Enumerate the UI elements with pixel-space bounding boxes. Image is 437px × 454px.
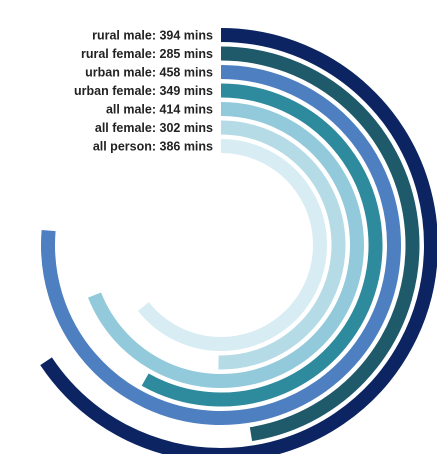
radial-bar-rural-male [40,28,437,454]
bar-label-all-person: all person: 386 mins [93,140,213,154]
bar-label-urban-female: urban female: 349 mins [74,84,213,98]
radial-bar-urban-male [41,65,401,425]
bar-label-urban-male: urban male: 458 mins [85,66,213,80]
bar-label-all-male: all male: 414 mins [106,103,213,117]
radial-bar-all-female [218,120,346,370]
radial-bar-all-male [88,102,364,388]
radial-bar-urban-female [141,83,383,407]
bar-label-rural-female: rural female: 285 mins [81,47,213,61]
bar-label-all-female: all female: 302 mins [95,121,213,135]
bar-label-rural-male: rural male: 394 mins [92,29,213,43]
radial-bar-all-person [137,139,327,351]
radial-bar-rural-female [220,46,420,442]
